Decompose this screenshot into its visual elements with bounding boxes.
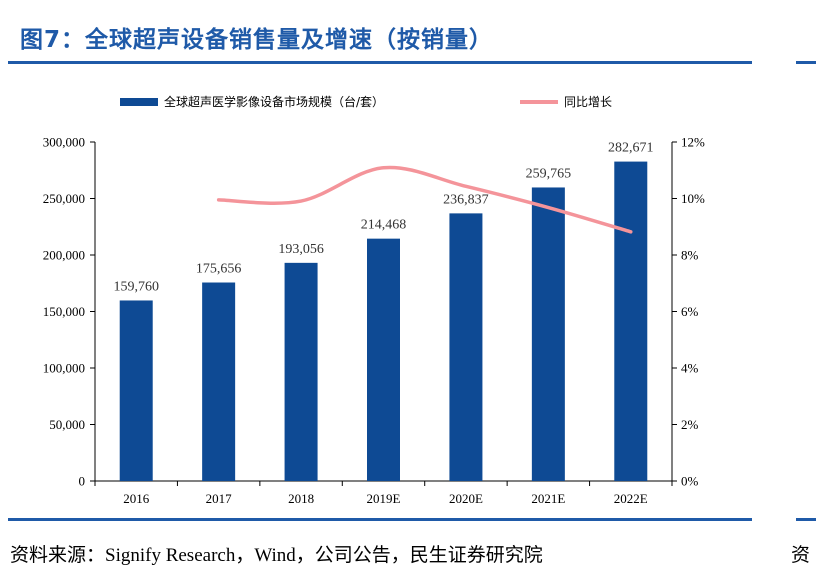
y-left-tick-label: 300,000: [43, 135, 85, 150]
top-divider: [8, 61, 752, 64]
bar-data-label: 282,671: [608, 141, 654, 156]
y-right-tick-label: 8%: [681, 248, 699, 263]
y-right-tick-label: 12%: [681, 135, 705, 150]
y-right-tick-label: 6%: [681, 304, 699, 319]
bar: [367, 238, 400, 481]
bar: [202, 282, 236, 481]
x-tick-label: 2020E: [449, 491, 483, 506]
bar-data-label: 214,468: [361, 218, 407, 233]
x-tick-label: 2019E: [367, 491, 401, 506]
y-right-tick-label: 10%: [681, 191, 705, 206]
y-left-tick-label: 150,000: [43, 304, 85, 319]
x-tick-label: 2016: [123, 491, 150, 506]
x-tick-label: 2022E: [614, 491, 648, 506]
y-left-tick-label: 200,000: [43, 248, 85, 263]
bottom-divider: [8, 518, 752, 521]
legend-swatch-bars: [120, 98, 158, 106]
bar: [449, 213, 483, 481]
bar: [284, 262, 318, 481]
bar-data-label: 236,837: [443, 192, 489, 207]
bar: [614, 161, 648, 481]
y-left-tick-label: 50,000: [49, 417, 85, 432]
bar: [531, 187, 565, 481]
y-right-tick-label: 0%: [681, 474, 699, 489]
y-left-tick-label: 0: [79, 474, 86, 489]
y-right-tick-label: 4%: [681, 361, 699, 376]
bar-data-label: 193,056: [278, 242, 324, 257]
page-title: 图7：全球超声设备销售量及增速（按销量）: [20, 27, 494, 53]
bottom-divider-right: [796, 518, 816, 521]
source-note-right: 资: [791, 545, 811, 566]
x-tick-label: 2021E: [531, 491, 565, 506]
y-left-tick-label: 250,000: [43, 191, 85, 206]
y-left-tick-label: 100,000: [43, 361, 85, 376]
growth-line: [216, 165, 633, 234]
legend-label-bars: 全球超声医学影像设备市场规模（台/套）: [164, 94, 384, 109]
bar-data-label: 259,765: [526, 166, 572, 181]
x-tick-label: 2018: [288, 491, 314, 506]
bar-data-label: 159,760: [113, 279, 159, 294]
y-right-tick-label: 2%: [681, 417, 699, 432]
source-note: 资料来源：Signify Research，Wind，公司公告，民生证券研究院: [10, 545, 543, 566]
top-divider-right: [796, 61, 816, 64]
legend-label-line: 同比增长: [564, 95, 612, 109]
bar: [119, 300, 153, 481]
x-tick-label: 2017: [206, 491, 233, 506]
bar-data-label: 175,656: [196, 262, 242, 277]
